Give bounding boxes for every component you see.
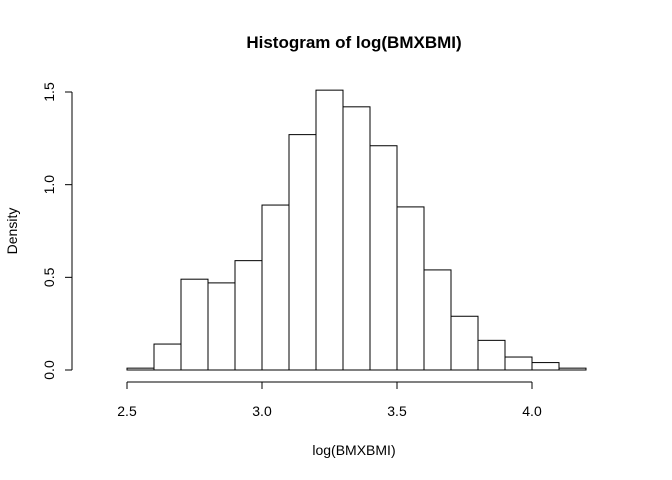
x-tick-label: 4.0 [522,403,542,419]
y-axis-label: Density [4,208,20,255]
histogram-bars [126,89,587,371]
chart-title: Histogram of log(BMXBMI) [246,33,461,52]
histogram-bar [180,278,209,371]
x-tick-label: 2.5 [117,403,137,419]
histogram-bar [315,89,344,371]
histogram-bar [531,362,560,371]
histogram-bar [234,260,263,371]
histogram-bar [342,106,371,371]
histogram-bar [504,356,533,371]
histogram-bar [396,206,425,371]
x-axis-label: log(BMXBMI) [312,442,395,458]
histogram-bar [126,367,155,371]
y-tick-label: 0.5 [41,267,57,287]
histogram-bar [450,315,479,371]
x-axis: 2.5 3.0 3.5 4.0 [117,381,542,419]
histogram-bar [207,282,236,371]
x-tick-label: 3.5 [387,403,407,419]
y-tick-label: 1.5 [41,82,57,102]
histogram-bar [288,134,317,371]
histogram-bar [558,367,587,371]
histogram-bar [477,339,506,371]
y-axis: 0.0 0.5 1.0 1.5 [41,82,73,380]
histogram-bar [369,145,398,371]
y-tick-label: 0.0 [41,360,57,380]
histogram-bar [153,343,182,371]
x-tick-label: 3.0 [252,403,272,419]
histogram-bar [423,269,452,371]
y-tick-label: 1.0 [41,175,57,195]
histogram-bar [261,204,290,371]
